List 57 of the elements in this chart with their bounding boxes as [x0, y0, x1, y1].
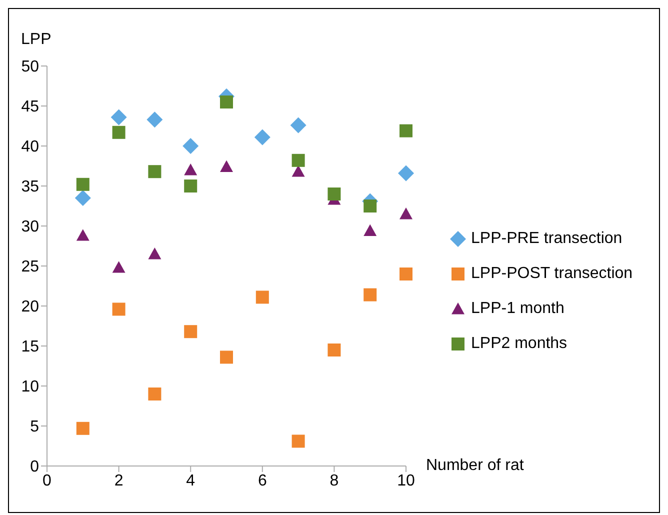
point — [76, 229, 90, 241]
x-tick-label: 2 — [114, 472, 124, 490]
point — [400, 208, 412, 220]
point — [398, 165, 414, 182]
point — [184, 325, 198, 338]
point — [254, 129, 270, 146]
point — [364, 200, 377, 212]
point — [112, 302, 126, 316]
point — [364, 224, 377, 236]
x-tick-label: 6 — [258, 472, 267, 490]
point — [182, 138, 199, 154]
point — [146, 112, 163, 128]
y-tick-label: 50 — [21, 58, 40, 76]
point — [184, 164, 198, 176]
point — [328, 344, 341, 356]
y-tick-label: 15 — [21, 338, 40, 356]
x-tick-label: 10 — [397, 472, 415, 490]
x-tick-label: 8 — [330, 472, 339, 490]
point — [220, 96, 233, 108]
point — [328, 188, 341, 200]
y-tick-label: 20 — [21, 298, 40, 316]
legend-label: LPP-1 month — [471, 300, 564, 318]
x-tick-label: 4 — [186, 472, 196, 490]
point — [184, 180, 198, 192]
point — [148, 388, 162, 400]
point — [400, 268, 412, 280]
y-tick-label: 40 — [21, 138, 40, 156]
y-axis-title: LPP — [21, 31, 52, 49]
point — [110, 109, 127, 126]
y-tick-label: 45 — [21, 98, 40, 116]
legend-label: LPP2 months — [471, 334, 568, 352]
y-tick-label: 10 — [21, 378, 40, 396]
x-tick-label: 0 — [42, 472, 52, 490]
point — [112, 261, 126, 273]
point — [400, 124, 412, 138]
point — [148, 165, 162, 178]
point — [292, 434, 305, 448]
x-axis-title: Number of rat — [426, 457, 524, 475]
y-tick-label: 25 — [21, 258, 40, 276]
y-tick-label: 35 — [21, 178, 40, 196]
y-tick-label: 5 — [30, 418, 40, 436]
point — [364, 288, 377, 302]
point — [76, 178, 90, 191]
legend-label: LPP-POST transection — [471, 264, 633, 282]
point — [220, 350, 233, 364]
point — [76, 422, 90, 435]
point — [292, 154, 305, 167]
y-tick-label: 30 — [21, 218, 40, 236]
point — [74, 190, 91, 206]
point — [220, 160, 233, 172]
point — [148, 248, 162, 260]
point — [290, 117, 306, 134]
y-tick-label: 0 — [30, 458, 40, 476]
point — [256, 290, 269, 304]
point — [292, 165, 305, 177]
point — [112, 126, 126, 139]
legend-label: LPP-PRE transection — [471, 230, 622, 248]
